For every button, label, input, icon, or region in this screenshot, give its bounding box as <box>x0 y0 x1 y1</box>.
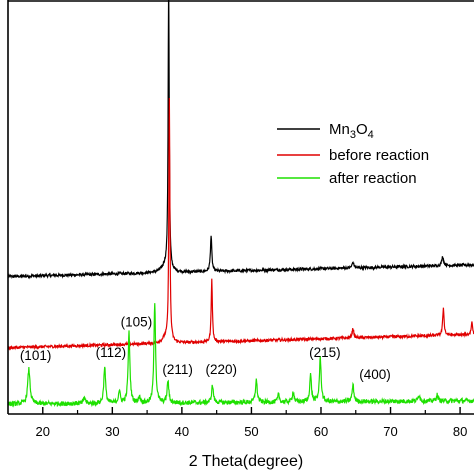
series-line-2 <box>7 303 474 408</box>
series-line-0 <box>7 0 474 280</box>
peak-label: (400) <box>359 367 391 382</box>
x-tick-label: 40 <box>175 424 189 439</box>
x-tick-label: 30 <box>105 424 119 439</box>
legend-label: after reaction <box>329 170 417 187</box>
x-tick-label: 50 <box>244 424 258 439</box>
legend-label: before reaction <box>329 147 429 164</box>
axes <box>7 0 474 415</box>
peak-label: (220) <box>206 362 238 377</box>
legend-label: Mn3O4 <box>329 121 374 141</box>
series-lines <box>7 0 474 408</box>
peak-annotations: (101) (112) (105) (211) (220) (215) (400) <box>20 315 391 382</box>
x-tick-label: 20 <box>36 424 50 439</box>
x-axis-title: 2 Theta(degree) <box>189 453 303 470</box>
x-tick-label: 80 <box>453 424 467 439</box>
x-tick-label: 60 <box>314 424 328 439</box>
x-tick-label: 70 <box>383 424 397 439</box>
peak-label: (112) <box>96 345 127 360</box>
legend: Mn3O4 before reaction after reaction <box>277 121 429 187</box>
peak-label: (215) <box>309 345 341 360</box>
peak-label: (211) <box>162 362 193 377</box>
peak-label: (101) <box>20 348 52 363</box>
x-ticks: 20 30 40 50 60 70 80 <box>36 407 467 439</box>
peak-label: (105) <box>121 315 153 330</box>
series-line-1 <box>7 98 474 351</box>
